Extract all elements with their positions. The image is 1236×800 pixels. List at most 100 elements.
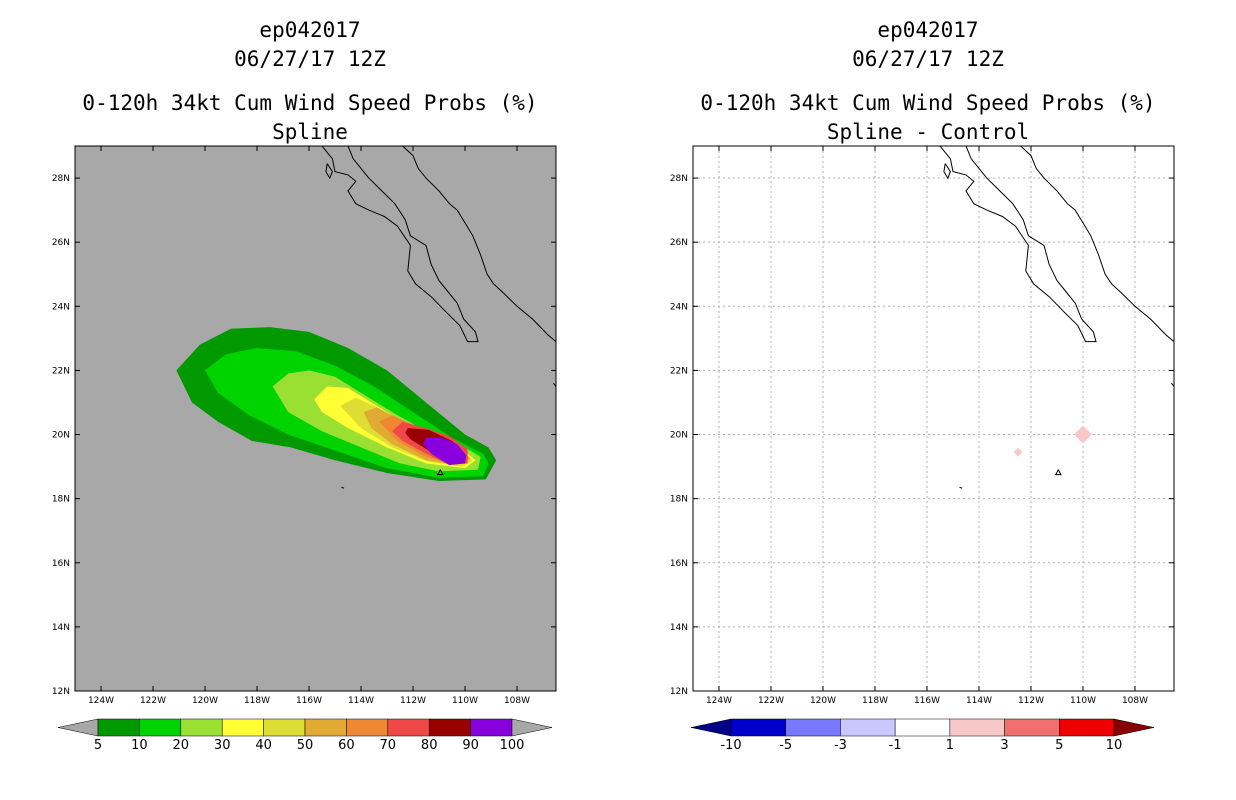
right-colorbar-swatch-0 — [730, 718, 786, 737]
left-coastline-2 — [325, 163, 333, 180]
right-colorbar-swatch-1 — [785, 718, 841, 737]
left-chart-title-block: ep042017 06/27/17 12Z 0-120h 34kt Cum Wi… — [60, 16, 560, 147]
right-difference-cell-1 — [1013, 447, 1023, 457]
left-colorbar-label-6: 60 — [338, 738, 355, 753]
left-colorbar-swatch-9 — [470, 718, 513, 737]
left-colorbar-label-5: 50 — [297, 738, 314, 753]
left-colorbar-over-arrow — [511, 718, 553, 737]
right-colorbar-label-2: -3 — [834, 738, 847, 753]
left-coastline-3 — [436, 469, 444, 476]
right-colorbar-label-6: 5 — [1055, 738, 1063, 753]
left-chart-title: 0-120h 34kt Cum Wind Speed Probs (%) — [82, 91, 538, 115]
right-xtick-label-4: 116W — [914, 696, 940, 706]
left-storm-id: ep042017 — [259, 18, 361, 42]
left-plot-content — [176, 146, 556, 489]
right-colorbar-swatch-5 — [1004, 718, 1060, 737]
left-colorbar-swatch-1 — [139, 718, 182, 737]
left-colorbar-label-9: 90 — [462, 738, 479, 753]
left-coastline-1 — [321, 146, 479, 343]
right-coastline-2 — [943, 163, 951, 180]
right-colorbar-label-3: -1 — [889, 738, 902, 753]
right-colorbar-swatch-6 — [1059, 718, 1115, 737]
right-plot-frame — [692, 145, 1175, 692]
right-ytick-label-4: 20N — [670, 431, 688, 441]
right-ytick-label-7: 26N — [670, 238, 688, 248]
right-coastline-0 — [1020, 146, 1174, 342]
left-colorbar-label-0: 5 — [94, 738, 102, 753]
left-colorbar-label-7: 70 — [380, 738, 397, 753]
right-storm-id: ep042017 — [877, 18, 979, 42]
right-ytick-label-1: 14N — [670, 623, 688, 633]
left-coastline-4 — [341, 486, 345, 489]
right-coastline-4 — [959, 486, 963, 489]
right-chart-title: 0-120h 34kt Cum Wind Speed Probs (%) — [700, 91, 1156, 115]
right-xtick-label-0: 124W — [706, 696, 732, 706]
right-colorbar-label-5: 3 — [1000, 738, 1008, 753]
left-ytick-label-5: 22N — [52, 366, 70, 376]
left-ytick-label-2: 16N — [52, 559, 70, 569]
right-ytick-label-5: 22N — [670, 366, 688, 376]
left-colorbar-swatch-4 — [263, 718, 306, 737]
right-ytick-label-2: 16N — [670, 559, 688, 569]
right-difference-cell-0 — [1074, 425, 1092, 444]
left-colorbar-label-8: 80 — [421, 738, 438, 753]
left-coastline-0 — [402, 146, 556, 342]
left-xtick-label-4: 116W — [296, 696, 322, 706]
right-ytick-label-0: 12N — [670, 687, 688, 697]
left-colorbar-label-4: 40 — [255, 738, 272, 753]
right-plot-content — [693, 146, 1174, 691]
left-datetime: 06/27/17 12Z — [234, 47, 386, 71]
left-colorbar-swatch-6 — [346, 718, 389, 737]
right-colorbar-label-7: 10 — [1106, 738, 1123, 753]
left-plot-frame — [74, 145, 557, 692]
left-ytick-label-1: 14N — [52, 623, 70, 633]
left-colorbar-swatch-5 — [304, 718, 347, 737]
right-chart-title-block: ep042017 06/27/17 12Z 0-120h 34kt Cum Wi… — [678, 16, 1178, 147]
left-xtick-label-5: 114W — [348, 696, 374, 706]
right-ytick-label-6: 24N — [670, 302, 688, 312]
left-contour-90 — [423, 437, 467, 465]
left-colorbar-label-3: 30 — [214, 738, 231, 753]
left-ytick-label-6: 24N — [52, 302, 70, 312]
left-colorbar-label-10: 100 — [500, 738, 525, 753]
right-plot-background — [693, 146, 1174, 691]
left-xtick-label-7: 110W — [452, 696, 478, 706]
left-xtick-label-2: 120W — [192, 696, 218, 706]
left-xtick-label-1: 122W — [140, 696, 166, 706]
right-xtick-label-2: 120W — [810, 696, 836, 706]
right-colorbar-label-0: -10 — [720, 738, 741, 753]
left-ytick-label-3: 18N — [52, 495, 70, 505]
left-ytick-label-0: 12N — [52, 687, 70, 697]
left-xtick-label-3: 118W — [244, 696, 270, 706]
left-colorbar-swatch-8 — [428, 718, 471, 737]
left-ytick-label-8: 28N — [52, 174, 70, 184]
right-coastline-3 — [1054, 469, 1062, 476]
left-xtick-label-8: 108W — [504, 696, 530, 706]
right-xtick-label-8: 108W — [1122, 696, 1148, 706]
left-colorbar-label-1: 10 — [131, 738, 148, 753]
right-xtick-label-7: 110W — [1070, 696, 1096, 706]
right-chart-subtitle: Spline - Control — [826, 120, 1030, 144]
right-xtick-label-6: 112W — [1018, 696, 1044, 706]
right-colorbar-swatch-4 — [949, 718, 1005, 737]
left-colorbar-under-arrow — [57, 718, 99, 737]
left-colorbar-swatch-3 — [221, 718, 264, 737]
right-ytick-label-3: 18N — [670, 495, 688, 505]
left-ytick-label-4: 20N — [52, 431, 70, 441]
right-colorbar-swatch-2 — [840, 718, 896, 737]
right-datetime: 06/27/17 12Z — [852, 47, 1004, 71]
right-xtick-label-3: 118W — [862, 696, 888, 706]
right-xtick-label-1: 122W — [758, 696, 784, 706]
right-colorbar-under-arrow — [690, 718, 732, 737]
left-ytick-label-7: 26N — [52, 238, 70, 248]
right-xtick-label-5: 114W — [966, 696, 992, 706]
right-ytick-label-8: 28N — [670, 174, 688, 184]
left-xtick-label-0: 124W — [88, 696, 114, 706]
left-colorbar-swatch-7 — [387, 718, 430, 737]
right-colorbar-over-arrow — [1113, 718, 1155, 737]
left-colorbar-label-2: 20 — [173, 738, 190, 753]
left-chart-subtitle: Spline — [272, 120, 348, 144]
right-colorbar-swatch-3 — [894, 718, 951, 737]
left-colorbar-swatch-0 — [97, 718, 140, 737]
